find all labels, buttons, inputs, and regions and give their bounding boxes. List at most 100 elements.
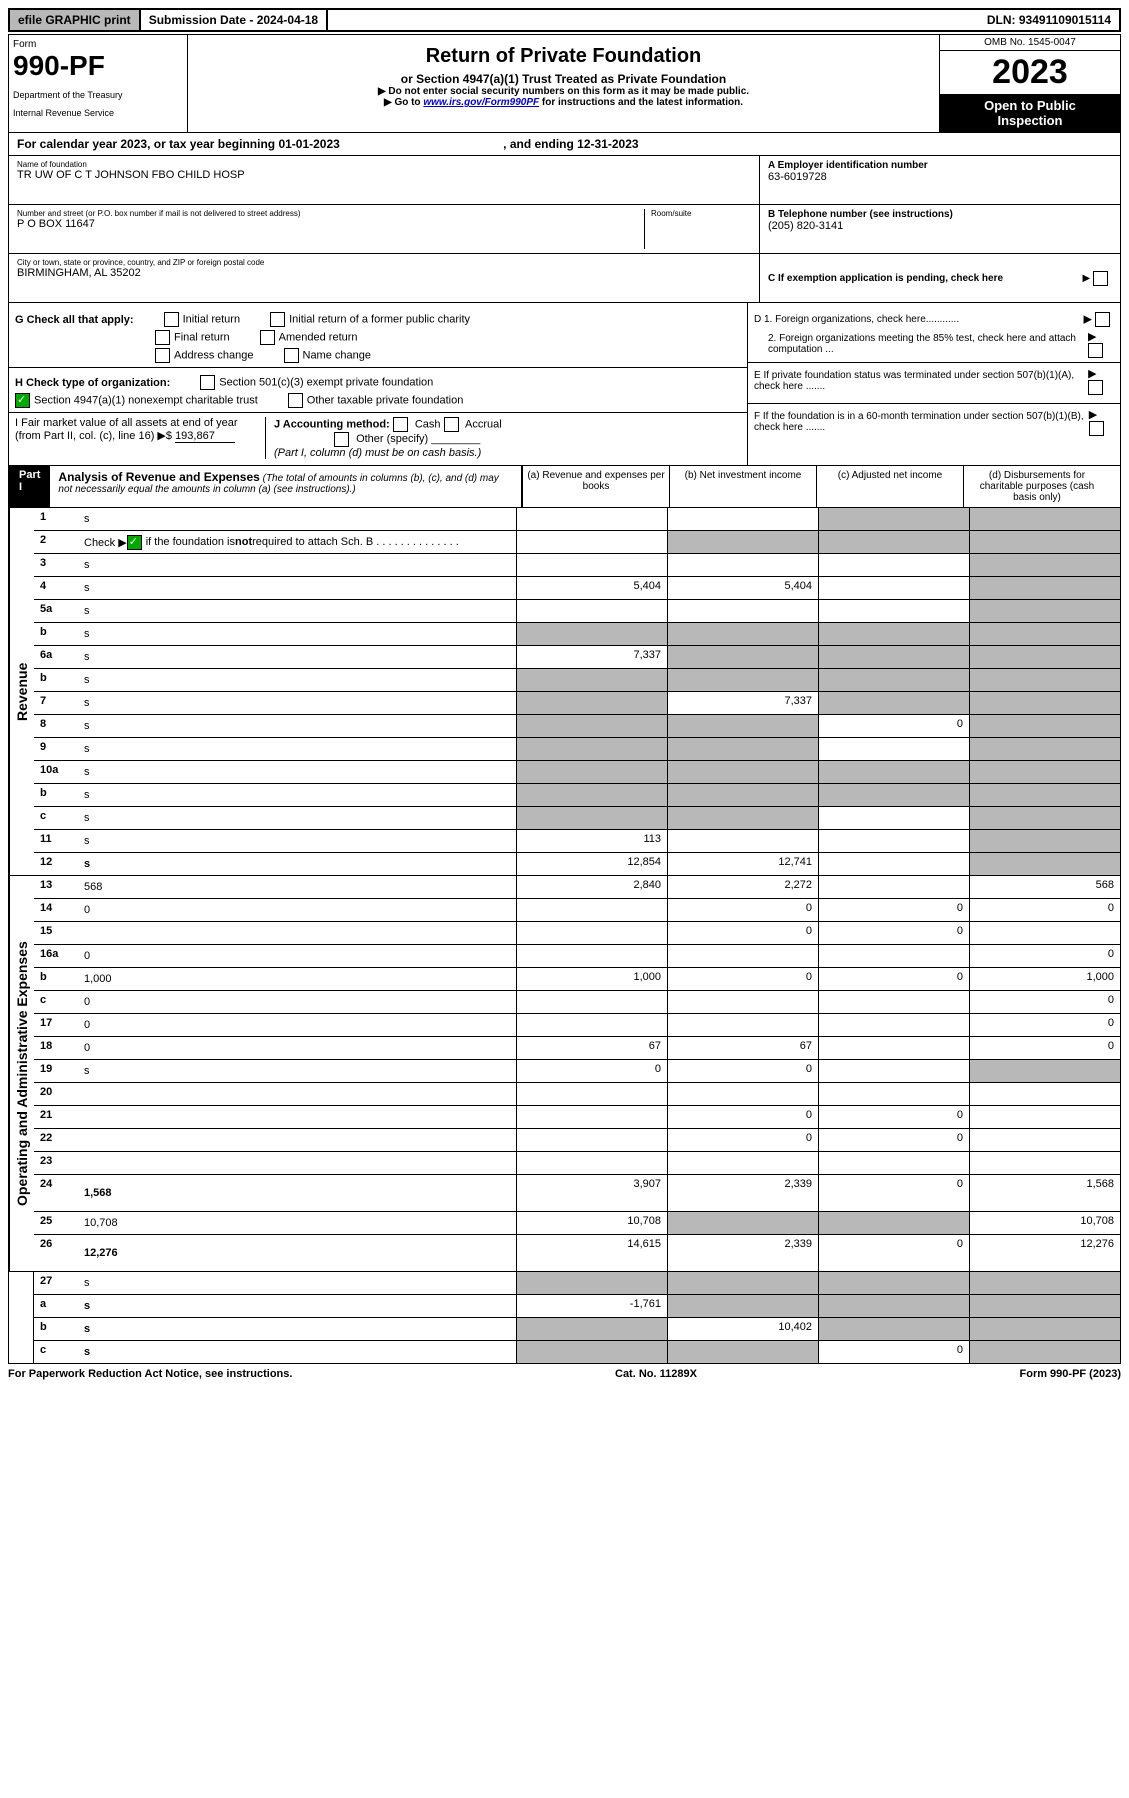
table-row: 10as: [34, 761, 1120, 784]
amount-cell: [667, 554, 818, 576]
table-row: b1,0001,000001,000: [34, 968, 1120, 991]
line-description: 0: [80, 991, 516, 1013]
amount-cell: [667, 646, 818, 668]
omb-number: OMB No. 1545-0047: [940, 35, 1120, 51]
instruction-2-pre: ▶ Go to: [384, 97, 423, 108]
amount-cell: [969, 853, 1120, 875]
amount-cell: [969, 761, 1120, 783]
g-initial-checkbox[interactable]: [164, 312, 179, 327]
foundation-address: P O BOX 11647: [17, 218, 644, 230]
line-number: 1: [34, 508, 80, 530]
part1-label: Part I: [9, 466, 50, 507]
g-name-checkbox[interactable]: [284, 348, 299, 363]
h-4947-checkbox[interactable]: [15, 393, 30, 408]
table-row: 2612,27614,6152,339012,276: [34, 1235, 1120, 1271]
amount-cell: 7,337: [516, 646, 667, 668]
amount-cell: [516, 1318, 667, 1340]
instruction-2-post: for instructions and the latest informat…: [539, 97, 743, 108]
amount-cell: [969, 784, 1120, 806]
amount-cell: [516, 692, 667, 714]
line-description: [80, 1083, 516, 1105]
table-row: 11s113: [34, 830, 1120, 853]
amount-cell: [516, 922, 667, 944]
amount-cell: [969, 1129, 1120, 1151]
amount-cell: 67: [667, 1037, 818, 1059]
amount-cell: [969, 1272, 1120, 1294]
amount-cell: 0: [667, 1129, 818, 1151]
amount-cell: 0: [818, 922, 969, 944]
h-other-checkbox[interactable]: [288, 393, 303, 408]
amount-cell: 0: [818, 1235, 969, 1271]
amount-cell: [516, 1129, 667, 1151]
table-row: bs: [34, 623, 1120, 646]
h-501c3-checkbox[interactable]: [200, 375, 215, 390]
efile-print-button[interactable]: efile GRAPHIC print: [10, 10, 141, 30]
amount-cell: 14,615: [516, 1235, 667, 1271]
amount-cell: [516, 1272, 667, 1294]
amount-cell: [667, 1014, 818, 1036]
g-final-checkbox[interactable]: [155, 330, 170, 345]
amount-cell: [818, 876, 969, 898]
table-row: 9s: [34, 738, 1120, 761]
line-number: c: [34, 991, 80, 1013]
e-checkbox[interactable]: [1088, 380, 1103, 395]
h-label: H Check type of organization:: [15, 377, 170, 389]
amount-cell: [818, 1083, 969, 1105]
amount-cell: [516, 669, 667, 691]
ein-value: 63-6019728: [768, 171, 1112, 183]
j-cash-checkbox[interactable]: [393, 417, 408, 432]
amount-cell: [667, 623, 818, 645]
amount-cell: 568: [969, 876, 1120, 898]
g-address-checkbox[interactable]: [155, 348, 170, 363]
line-number: 15: [34, 922, 80, 944]
table-row: 12s12,85412,741: [34, 853, 1120, 875]
amount-cell: 5,404: [667, 577, 818, 599]
amount-cell: 1,000: [969, 968, 1120, 990]
amount-cell: [667, 1212, 818, 1234]
amount-cell: 0: [667, 1060, 818, 1082]
amount-cell: 10,708: [516, 1212, 667, 1234]
j-accrual-checkbox[interactable]: [444, 417, 459, 432]
cal-year-begin: For calendar year 2023, or tax year begi…: [17, 137, 340, 151]
amount-cell: 0: [667, 968, 818, 990]
amount-cell: [667, 807, 818, 829]
summary-table: 27sas-1,761bs10,402cs0: [8, 1272, 1121, 1364]
j-other-checkbox[interactable]: [334, 432, 349, 447]
amount-cell: [516, 600, 667, 622]
page-footer: For Paperwork Reduction Act Notice, see …: [8, 1364, 1121, 1384]
amount-cell: 0: [818, 1106, 969, 1128]
revenue-table: Revenue 1s2Check ▶ if the foundation is …: [8, 508, 1121, 876]
f-checkbox[interactable]: [1089, 421, 1104, 436]
line-number: b: [34, 784, 80, 806]
form-subtitle: or Section 4947(a)(1) Trust Treated as P…: [194, 72, 933, 86]
line-description: s: [80, 784, 516, 806]
g-amended-checkbox[interactable]: [260, 330, 275, 345]
amount-cell: [818, 738, 969, 760]
amount-cell: [667, 1295, 818, 1317]
amount-cell: 2,272: [667, 876, 818, 898]
irs-link[interactable]: www.irs.gov/Form990PF: [423, 97, 539, 108]
amount-cell: [516, 1152, 667, 1174]
g-initial-former-checkbox[interactable]: [270, 312, 285, 327]
amount-cell: 1,000: [516, 968, 667, 990]
amount-cell: 0: [818, 968, 969, 990]
amount-cell: [969, 646, 1120, 668]
table-row: bs10,402: [34, 1318, 1120, 1341]
amount-cell: [667, 715, 818, 737]
form-header: Form 990-PF Department of the Treasury I…: [8, 34, 1121, 133]
table-row: 135682,8402,272568: [34, 876, 1120, 899]
amount-cell: [818, 1318, 969, 1340]
sch-b-checkbox[interactable]: [127, 535, 142, 550]
line-description: s: [80, 669, 516, 691]
amount-cell: [667, 991, 818, 1013]
table-row: cs: [34, 807, 1120, 830]
amount-cell: [818, 784, 969, 806]
amount-cell: [516, 899, 667, 921]
amount-cell: [818, 531, 969, 553]
form-number: 990-PF: [13, 50, 183, 82]
line-number: 27: [34, 1272, 80, 1294]
c-checkbox[interactable]: [1093, 271, 1108, 286]
d1-checkbox[interactable]: [1095, 312, 1110, 327]
d2-checkbox[interactable]: [1088, 343, 1103, 358]
line-description: s: [80, 807, 516, 829]
